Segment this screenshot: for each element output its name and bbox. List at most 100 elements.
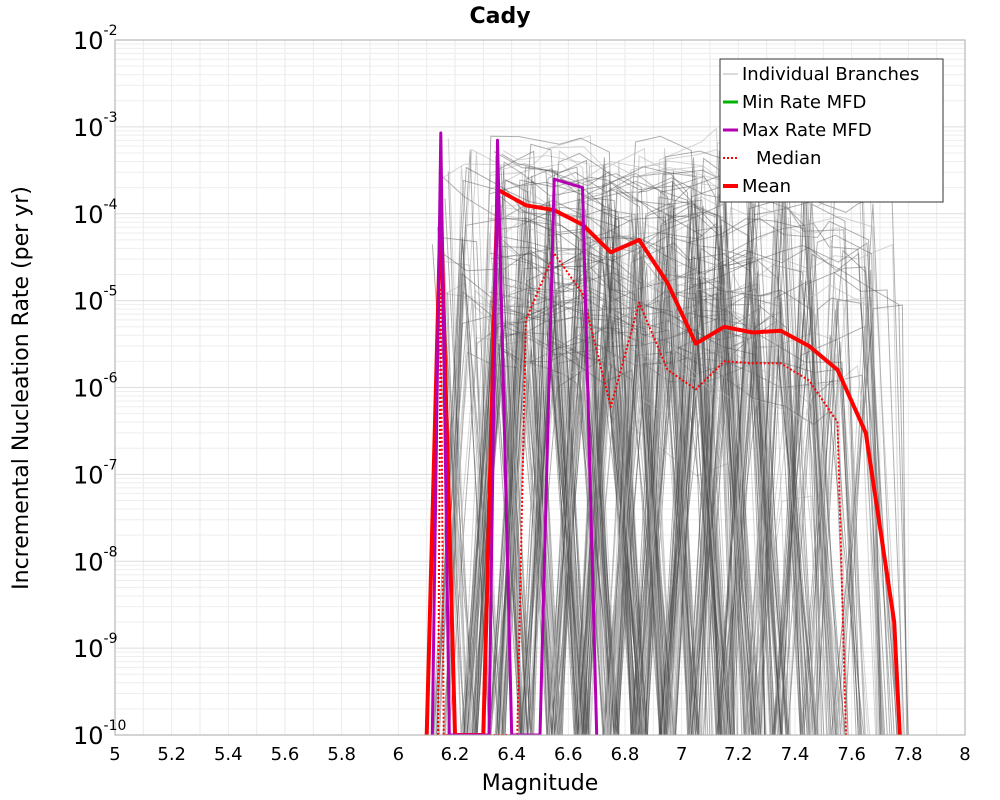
y-tick-label: 10-3	[73, 110, 118, 142]
branch-line	[547, 331, 890, 735]
series-line-max-rate-mfd	[430, 131, 599, 735]
branch-line	[490, 253, 707, 735]
branch-line	[547, 222, 886, 735]
branch-line	[447, 242, 895, 735]
x-tick-label: 7.4	[781, 744, 810, 765]
x-tick-label: 6.2	[441, 744, 470, 765]
branch-line	[494, 249, 905, 735]
branch-line	[447, 171, 898, 735]
branch-line	[445, 239, 734, 735]
branch-line	[437, 196, 816, 735]
chart-title: Cady	[469, 4, 530, 29]
branch-line	[501, 150, 753, 735]
x-tick-label: 6	[393, 744, 404, 765]
branch-line	[555, 155, 857, 735]
legend-label: Median	[756, 148, 821, 169]
branch-line	[548, 342, 711, 735]
branch-line	[504, 228, 825, 735]
branch-line	[489, 180, 721, 735]
branch-line	[444, 208, 863, 735]
branch-line	[501, 266, 781, 735]
legend-label: Min Rate MFD	[742, 92, 866, 113]
branch-line	[431, 166, 798, 735]
branch-line	[504, 257, 718, 735]
branch-line	[559, 401, 713, 735]
branch-line	[441, 203, 861, 735]
branch-line	[441, 275, 845, 735]
branch-line	[439, 215, 877, 735]
branch-line	[447, 218, 837, 735]
series-layer	[424, 131, 902, 735]
branch-line	[547, 320, 864, 735]
branch-line	[558, 352, 845, 735]
branch-line	[496, 199, 808, 735]
branch-line	[494, 348, 738, 735]
branch-line	[496, 203, 755, 735]
branch-line	[499, 256, 856, 735]
branch-line	[494, 196, 753, 735]
branch-line	[443, 254, 727, 735]
x-tick-label: 5.6	[271, 744, 300, 765]
branch-line	[489, 252, 735, 735]
x-tick-label: 6.8	[611, 744, 640, 765]
branch-line	[438, 172, 909, 735]
branch-line	[434, 349, 754, 735]
branch-line	[546, 211, 782, 735]
branch-line	[447, 138, 878, 735]
legend-label: Individual Branches	[742, 64, 919, 85]
y-ticks: 10-10 10-9 10-8 10-7 10-6 10-5 10-4 10-3 10-2	[73, 23, 126, 750]
series-line-median	[437, 252, 847, 735]
branch-line	[436, 179, 736, 735]
branch-line	[548, 230, 882, 735]
branch-line	[490, 196, 769, 735]
x-tick-label: 7.2	[724, 744, 753, 765]
branch-line	[446, 232, 771, 735]
branch-line	[557, 253, 880, 735]
branch-line	[490, 338, 828, 735]
branch-line	[441, 339, 879, 735]
y-axis-label: Incremental Nucleation Rate (per yr)	[9, 186, 34, 590]
x-ticks: 5 5.2 5.4 5.6 5.8 6 6.2 6.4 6.6 6.8 7 7.2 7.4 7.6 7.8 8	[109, 744, 970, 765]
legend-label: Max Rate MFD	[742, 120, 872, 141]
branch-line	[501, 349, 766, 735]
x-axis-label: Magnitude	[482, 771, 599, 796]
legend-label: Mean	[742, 176, 791, 197]
branch-line	[440, 267, 764, 735]
y-tick-label: 10-4	[73, 197, 118, 229]
branch-line	[448, 324, 736, 735]
branch-line	[447, 305, 819, 735]
branch-line	[555, 215, 740, 735]
branch-line	[488, 143, 745, 735]
x-tick-label: 7.6	[837, 744, 866, 765]
x-tick-label: 6.4	[497, 744, 526, 765]
x-tick-label: 6.6	[554, 744, 583, 765]
branch-line	[501, 280, 846, 735]
branch-line	[443, 283, 821, 735]
branch-line	[560, 178, 785, 735]
y-tick-label: 10-6	[73, 371, 118, 403]
branch-line	[547, 146, 822, 735]
legend: Individual Branches Min Rate MFD Max Rate …	[719, 58, 944, 203]
branch-line	[558, 271, 783, 735]
x-tick-label: 5.4	[214, 744, 243, 765]
x-tick-label: 7	[676, 744, 687, 765]
series-line-mean	[424, 187, 902, 735]
branch-line	[436, 182, 790, 735]
y-tick-label: 10-7	[73, 457, 118, 489]
branch-line	[505, 273, 895, 735]
y-tick-label: 10-2	[73, 23, 118, 55]
branch-line	[437, 294, 859, 735]
branch-line	[442, 249, 849, 735]
branch-line	[431, 235, 909, 735]
branch-line	[447, 162, 838, 735]
branch-line	[443, 196, 758, 735]
branch-line	[445, 245, 882, 735]
x-tick-label: 5	[109, 744, 120, 765]
branch-line	[446, 349, 877, 735]
y-tick-label: 10-9	[73, 631, 118, 663]
x-tick-label: 7.8	[894, 744, 923, 765]
legend-box	[719, 58, 944, 203]
branch-line	[445, 189, 893, 735]
branch-line	[492, 257, 852, 735]
